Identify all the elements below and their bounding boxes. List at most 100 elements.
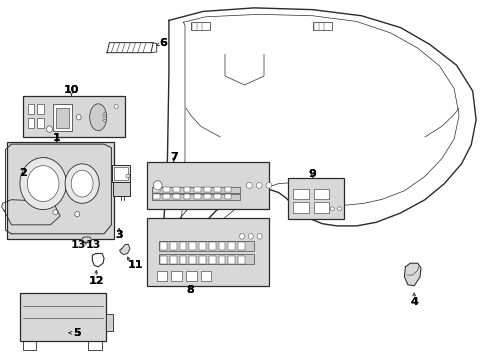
Bar <box>199 242 205 250</box>
Bar <box>152 194 239 200</box>
Bar <box>203 187 210 192</box>
Bar <box>190 22 210 30</box>
Ellipse shape <box>53 210 58 215</box>
Bar <box>157 271 167 282</box>
Text: 10: 10 <box>63 85 79 95</box>
Bar <box>114 167 128 180</box>
Text: 8: 8 <box>185 285 193 296</box>
Bar <box>153 187 159 192</box>
Ellipse shape <box>265 183 271 188</box>
Ellipse shape <box>46 126 52 132</box>
Text: 1: 1 <box>53 133 61 143</box>
Bar <box>147 162 268 209</box>
Ellipse shape <box>114 104 118 109</box>
Bar <box>22 96 125 137</box>
Bar <box>173 194 180 199</box>
Bar <box>183 194 190 199</box>
Text: 9: 9 <box>308 169 316 179</box>
Bar <box>179 242 186 250</box>
Bar <box>218 256 225 264</box>
Ellipse shape <box>330 207 333 211</box>
Bar <box>313 202 329 213</box>
Text: 10: 10 <box>63 85 79 95</box>
Bar <box>185 271 196 282</box>
Bar <box>214 194 221 199</box>
Ellipse shape <box>257 233 262 239</box>
Ellipse shape <box>153 181 162 190</box>
Ellipse shape <box>246 183 252 188</box>
Ellipse shape <box>126 174 130 178</box>
Text: 13: 13 <box>86 239 101 249</box>
Bar <box>6 142 114 239</box>
Text: 12: 12 <box>88 276 104 286</box>
Text: 4: 4 <box>409 297 417 307</box>
Bar <box>153 194 159 199</box>
Bar <box>189 256 196 264</box>
Ellipse shape <box>76 114 81 120</box>
Text: 5: 5 <box>73 328 81 338</box>
Bar <box>224 194 231 199</box>
Bar <box>228 256 235 264</box>
Bar <box>37 104 44 114</box>
Bar <box>160 242 166 250</box>
Text: 13: 13 <box>70 239 86 249</box>
Bar <box>228 242 235 250</box>
Bar <box>173 187 180 192</box>
Ellipse shape <box>20 158 66 210</box>
Ellipse shape <box>248 233 253 239</box>
Bar <box>189 242 196 250</box>
Bar <box>169 242 176 250</box>
Text: 1: 1 <box>53 133 61 143</box>
Ellipse shape <box>75 212 80 217</box>
Text: 6: 6 <box>159 38 167 48</box>
Ellipse shape <box>65 164 99 203</box>
Bar <box>293 202 308 213</box>
Ellipse shape <box>256 183 262 188</box>
Bar <box>160 256 166 264</box>
Bar <box>238 242 244 250</box>
Bar <box>179 256 186 264</box>
Text: 12: 12 <box>88 276 104 286</box>
Bar <box>312 22 331 30</box>
Text: 2: 2 <box>19 168 27 178</box>
Text: 3: 3 <box>115 230 123 239</box>
Bar <box>193 187 200 192</box>
Text: 4: 4 <box>409 297 417 307</box>
Bar <box>27 104 34 114</box>
Bar <box>203 194 210 199</box>
Bar <box>27 118 34 128</box>
Bar <box>22 341 36 350</box>
Ellipse shape <box>239 233 244 239</box>
Bar <box>293 189 308 199</box>
Polygon shape <box>120 244 130 255</box>
Bar <box>53 104 72 131</box>
Text: 11: 11 <box>128 260 143 270</box>
Bar <box>208 256 215 264</box>
Bar <box>20 293 105 341</box>
Bar <box>88 341 102 350</box>
Bar <box>200 271 211 282</box>
Bar <box>238 256 244 264</box>
Bar <box>313 189 329 199</box>
Text: 3: 3 <box>115 230 123 239</box>
Bar <box>147 218 268 286</box>
Bar <box>56 108 69 128</box>
Ellipse shape <box>71 170 93 197</box>
Bar <box>159 254 254 264</box>
Ellipse shape <box>27 166 59 202</box>
Bar <box>163 194 169 199</box>
Bar <box>105 315 113 330</box>
Bar <box>37 118 44 128</box>
Bar <box>218 242 225 250</box>
Ellipse shape <box>89 104 106 131</box>
Text: 5: 5 <box>73 328 81 338</box>
Text: 2: 2 <box>19 168 27 178</box>
Bar <box>183 187 190 192</box>
Bar <box>199 256 205 264</box>
Bar <box>171 271 182 282</box>
Bar <box>113 182 130 196</box>
Bar <box>163 187 169 192</box>
Polygon shape <box>82 237 91 243</box>
Bar <box>159 240 254 251</box>
Bar <box>208 242 215 250</box>
